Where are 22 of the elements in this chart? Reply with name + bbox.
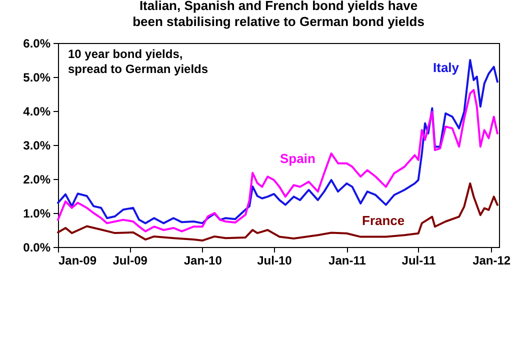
annotation: 10 year bond yields, spread to German yields (68, 47, 208, 76)
x-tick-label: Jan-10 (184, 254, 222, 268)
y-tick-label: 0.0% (23, 240, 51, 254)
y-tick-label: 6.0% (23, 36, 51, 50)
y-tick-label: 2.0% (23, 172, 51, 186)
chart-title: Italian, Spanish and French bond yields have been stabilising relative to German bond yields (132, 0, 424, 29)
y-tick-label: 1.0% (23, 206, 51, 220)
x-tick-label: Jul-09 (112, 254, 148, 268)
series-label: Italy (433, 60, 460, 75)
y-tick-label: 3.0% (23, 138, 51, 152)
series-label: France (362, 213, 405, 228)
y-tick-label: 5.0% (23, 70, 51, 84)
y-tick-label: 4.0% (23, 104, 51, 118)
series-label: Spain (280, 151, 316, 166)
line-series (57, 182, 498, 242)
x-tick-label: Jan-12 (472, 254, 511, 268)
x-tick-label: Jan-11 (328, 254, 366, 268)
line-series (57, 59, 498, 224)
x-tick-label: Jan-09 (58, 254, 97, 268)
line-series (57, 88, 498, 232)
x-tick-label: Jul-10 (257, 254, 292, 268)
x-tick-label: Jul-11 (402, 254, 436, 268)
